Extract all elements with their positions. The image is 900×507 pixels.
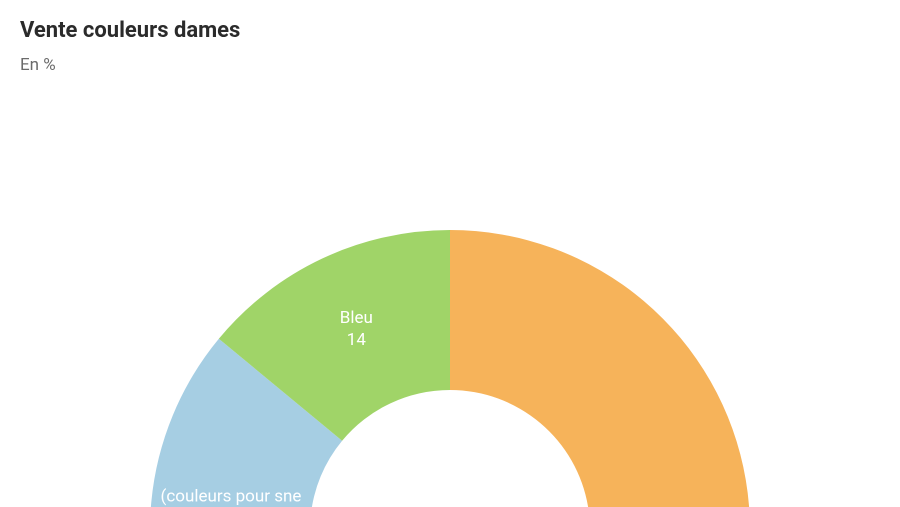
- chart-subtitle: En %: [20, 55, 880, 75]
- chart-container: Vente couleurs dames En % (couleurs pour…: [0, 0, 900, 507]
- donut-chart: (couleurs pour sne19Bleu14: [0, 100, 900, 507]
- chart-title: Vente couleurs dames: [20, 18, 880, 43]
- slice-value: 14: [347, 330, 367, 350]
- slice-label: (couleurs pour sne: [161, 486, 302, 506]
- slice-label: Bleu: [340, 308, 373, 328]
